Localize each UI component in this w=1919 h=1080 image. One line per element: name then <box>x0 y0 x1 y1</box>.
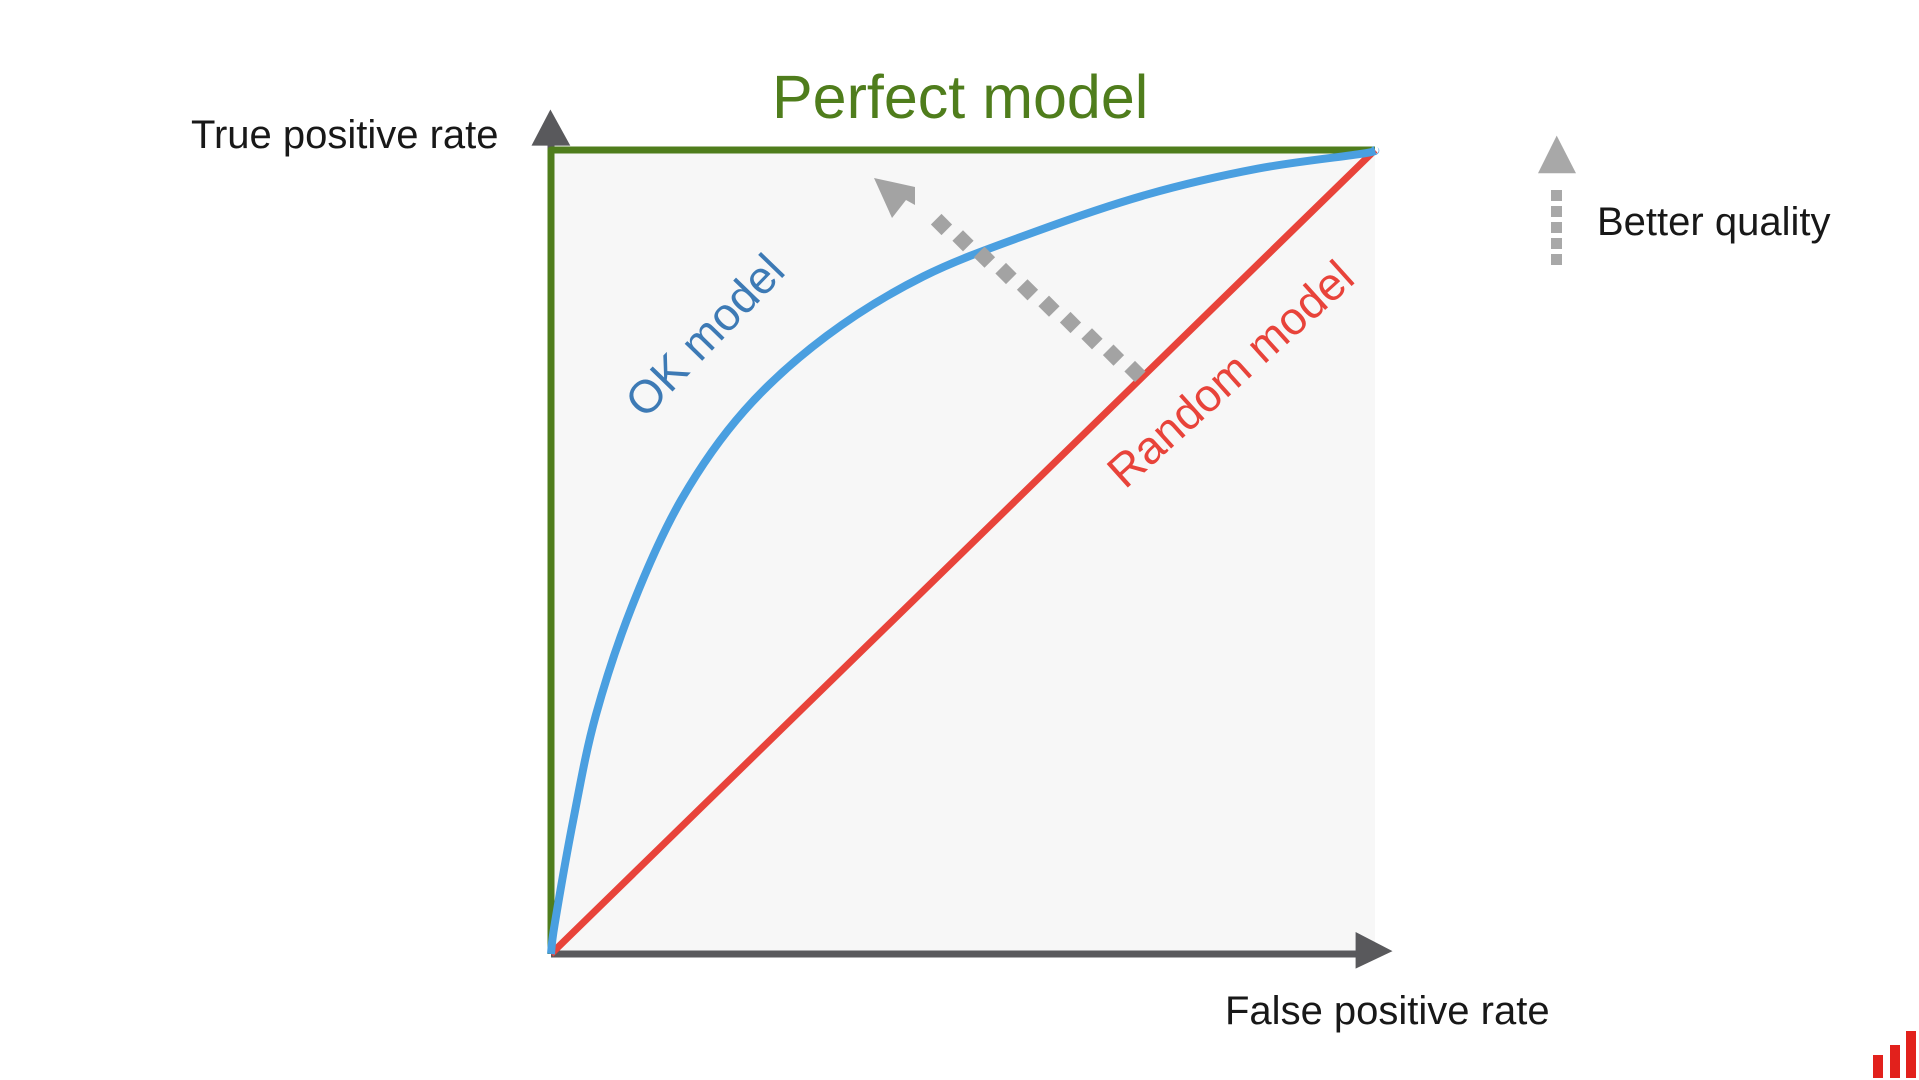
svg-text:False positive rate: False positive rate <box>1225 989 1550 1033</box>
svg-text:Perfect model: Perfect model <box>772 63 1148 131</box>
svg-text:Better quality: Better quality <box>1597 200 1830 244</box>
svg-text:True positive rate: True positive rate <box>191 113 499 157</box>
